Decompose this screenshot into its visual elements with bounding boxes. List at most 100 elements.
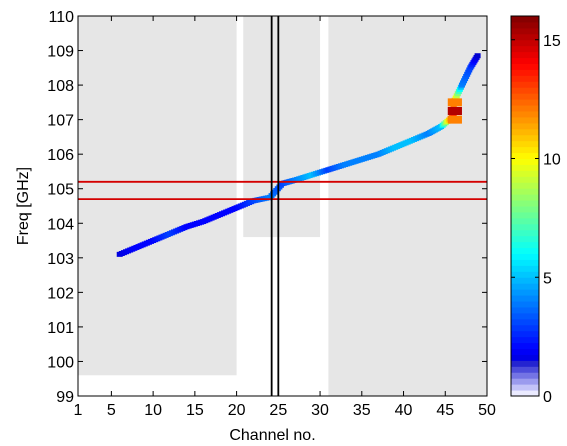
colorbar-cell	[511, 140, 539, 148]
colorbar-cell	[511, 128, 539, 136]
colorbar-cell	[511, 324, 539, 332]
colorbar-cell	[511, 348, 539, 355]
colorbar-cell	[511, 164, 539, 171]
colorbar-cell	[511, 271, 539, 278]
colorbar-cell	[511, 194, 539, 201]
colorbar-cell	[511, 384, 539, 391]
y-tick-label: 106	[47, 147, 74, 164]
colorbar-cell	[511, 390, 539, 397]
y-tick-label: 103	[47, 251, 74, 268]
plot-layer	[78, 16, 487, 396]
colorbar-cell	[511, 318, 539, 326]
colorbar-cell	[511, 223, 539, 231]
colorbar-cell	[511, 21, 539, 29]
colorbar-cell	[511, 75, 539, 82]
colorbar-cell	[511, 27, 539, 35]
y-tick-label: 107	[47, 113, 74, 130]
colorbar-cell	[511, 360, 539, 367]
colorbar-cell	[511, 33, 539, 41]
x-tick-label: 15	[186, 402, 204, 419]
colorbar-cell	[511, 116, 539, 124]
colorbar-cell	[511, 206, 539, 213]
colorbar-frame	[510, 15, 540, 397]
colorbar-cell	[511, 176, 539, 183]
colorbar-cell	[511, 306, 539, 314]
colorbar	[511, 16, 539, 397]
colorbar-cell	[511, 277, 539, 284]
x-tick-label: 20	[228, 402, 246, 419]
colorbar-tick-label: 0	[543, 389, 552, 406]
heatmap-cell	[474, 53, 481, 59]
colorbar-cell	[511, 378, 539, 385]
colorbar-cell	[511, 81, 539, 88]
y-tick-label: 110	[48, 9, 74, 26]
colorbar-cell	[511, 342, 539, 349]
y-tick-label: 104	[47, 216, 74, 233]
colorbar-cell	[511, 87, 539, 94]
colorbar-cell	[511, 265, 539, 272]
heatmap-cell	[447, 115, 462, 124]
colorbar-cell	[511, 247, 539, 254]
x-axis-title: Channel no.	[229, 427, 315, 444]
colorbar-cell	[511, 301, 539, 308]
colorbar-cell	[511, 170, 539, 177]
colorbar-cell	[511, 330, 539, 338]
plot-frame	[77, 15, 488, 397]
colorbar-cell	[511, 122, 539, 130]
x-tick-label: 10	[144, 402, 162, 419]
heatmap-cell	[447, 107, 462, 115]
colorbar-cell	[511, 211, 539, 219]
colorbar-cell	[511, 134, 539, 142]
colorbar-cell	[511, 217, 539, 225]
colorbar-cell	[511, 241, 539, 249]
colorbar-tick-label: 5	[543, 270, 552, 287]
x-tick-label: 50	[478, 402, 496, 419]
colorbar-cell	[511, 152, 539, 159]
x-tick-label: 40	[395, 402, 413, 419]
colorbar-cell	[511, 158, 539, 165]
colorbar-cell	[511, 111, 539, 118]
y-tick-label: 105	[47, 182, 74, 199]
x-tick-label: 30	[311, 402, 329, 419]
colorbar-cell	[511, 39, 539, 47]
colorbar-cell	[511, 253, 539, 260]
colorbar-tick-label: 10	[543, 152, 561, 169]
colorbar-cell	[511, 200, 539, 207]
colorbar-cell	[511, 45, 539, 53]
colorbar-cell	[511, 289, 539, 296]
colorbar-cell	[511, 63, 539, 70]
shaded-region	[78, 16, 237, 376]
colorbar-cell	[511, 235, 539, 243]
shaded-region	[243, 16, 321, 238]
y-tick-label: 109	[47, 44, 74, 61]
colorbar-cell	[511, 295, 539, 302]
colorbar-cell	[511, 354, 539, 361]
colorbar-cell	[511, 99, 539, 106]
x-tick-label: 5	[107, 402, 116, 419]
colorbar-cell	[511, 51, 539, 59]
y-tick-label: 101	[47, 320, 74, 337]
colorbar-cell	[511, 312, 539, 320]
colorbar-tick-label: 15	[543, 33, 561, 50]
colorbar-cell	[511, 366, 539, 373]
colorbar-cell	[511, 105, 539, 112]
colorbar-cell	[511, 146, 539, 154]
colorbar-cell	[511, 188, 539, 195]
colorbar-cell	[511, 259, 539, 266]
colorbar-cell	[511, 93, 539, 100]
y-axis-title: Freq [GHz]	[15, 167, 32, 245]
y-tick-label: 108	[47, 78, 74, 95]
colorbar-cell	[511, 372, 539, 379]
x-tick-label: 25	[269, 402, 287, 419]
colorbar-cell	[511, 229, 539, 237]
y-tick-label: 102	[47, 285, 74, 302]
x-tick-label: 1	[74, 402, 83, 419]
y-tick-label: 100	[47, 354, 74, 371]
colorbar-cell	[511, 283, 539, 290]
colorbar-cell	[511, 336, 539, 344]
shaded-region	[328, 16, 487, 396]
x-tick-label: 35	[353, 402, 371, 419]
colorbar-cell	[511, 69, 539, 76]
colorbar-cell	[511, 182, 539, 189]
